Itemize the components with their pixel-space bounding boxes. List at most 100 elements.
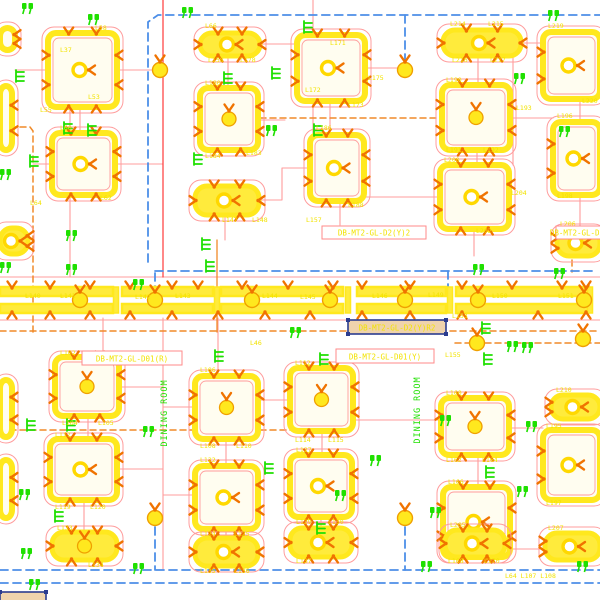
wall-fixture-icon	[66, 230, 77, 242]
circuit-arrow-icon	[303, 361, 315, 371]
lamp-ring-icon	[309, 477, 327, 495]
lamp-ring-icon	[560, 57, 577, 74]
lamp-label: L183	[246, 149, 262, 157]
wall-fixture-icon	[577, 561, 588, 573]
selection-grip	[346, 318, 350, 322]
downlight-icon	[468, 327, 486, 352]
table-outline	[193, 81, 265, 157]
circuit-tag[interactable]	[0, 590, 48, 600]
circuit-arrow-icon	[538, 546, 548, 558]
circuit-arrow-icon	[234, 179, 246, 189]
circuit-arrow-icon	[193, 38, 203, 51]
circuit-arrow-icon	[536, 46, 546, 58]
circuit-arrow-icon	[303, 149, 313, 161]
circuit-arrow-icon	[362, 75, 372, 87]
selection-grip	[44, 590, 48, 594]
table	[0, 453, 19, 525]
circuit-arrow-icon	[434, 432, 444, 444]
circuit-arrow-icon	[507, 502, 517, 514]
lamp-label: L216	[452, 56, 468, 64]
lamp-label: L166	[448, 478, 464, 486]
circuit-arrow-icon	[327, 514, 340, 524]
table	[434, 391, 516, 462]
wall-fixture-icon	[143, 426, 154, 438]
banquette-bar	[219, 285, 345, 298]
circuit-arrow-icon	[546, 167, 556, 179]
lamp-label: L124	[200, 530, 216, 538]
circuit-arrow-icon	[315, 383, 328, 394]
circuit-arrow-icon	[25, 240, 35, 252]
lamp-label: L164	[482, 456, 498, 464]
circuit-arrow-icon	[556, 280, 568, 290]
lamp-label: L140	[25, 292, 41, 300]
circuit-arrow-icon	[25, 230, 35, 242]
lamp-label: L102	[60, 349, 76, 357]
lamp-label: L191	[446, 146, 462, 154]
table-inner-outline	[557, 126, 596, 191]
table	[283, 448, 359, 524]
table-outline	[433, 158, 516, 236]
circuit-tag-text: DB-MT2-GL-D2(Y)R2	[359, 324, 436, 333]
switch-fixture-icon	[29, 154, 39, 168]
circuit-arrow-icon	[507, 124, 517, 137]
circuit-arrow-icon	[233, 436, 245, 446]
table-outline	[0, 79, 19, 157]
circuit-arrow-icon	[327, 448, 340, 458]
circuit-arrow-icon	[12, 37, 22, 50]
wall-fixture-icon	[0, 169, 11, 181]
circuit-tag[interactable]: DB-MT2-GL-D2(Y)R2	[346, 318, 448, 336]
lamp-label: L198	[557, 192, 573, 200]
circuit-arrow-icon	[304, 310, 316, 320]
table	[433, 158, 516, 236]
lamp-label: L122	[200, 456, 216, 464]
circuit-arrow-icon	[44, 280, 56, 290]
circuit-arrow-icon	[90, 104, 103, 114]
circuit-arrow-icon	[41, 79, 51, 91]
table-outline	[188, 369, 265, 446]
circuit-arrow-icon	[149, 284, 161, 294]
table	[43, 432, 124, 507]
switch-fixture-icon	[483, 352, 493, 366]
wall-fixture-icon	[440, 415, 451, 427]
lamp-ring-icon	[565, 150, 582, 167]
circuit-arrow-icon	[342, 128, 354, 138]
switch-fixture-icon	[223, 71, 233, 85]
circuit-arrow-icon	[482, 226, 494, 236]
wall-fixture-icon	[559, 126, 570, 138]
circuit-arrow-icon	[256, 194, 266, 207]
wall-fixture-icon	[0, 262, 11, 274]
circuit-arrow-icon	[480, 516, 491, 528]
circuit-arrow-icon	[544, 406, 554, 418]
circuit-arrow-icon	[579, 401, 590, 413]
circuit-arrow-icon	[9, 471, 19, 484]
circuit-arrow-icon	[303, 175, 313, 187]
lamp-label: L173	[348, 101, 364, 109]
table-outline	[536, 423, 600, 507]
circuit-arrow-icon	[349, 492, 359, 505]
circuit-arrow-icon	[486, 37, 496, 49]
switch-fixture-icon	[264, 461, 274, 475]
lamp-ring-icon	[325, 159, 343, 177]
table	[0, 221, 35, 261]
circuit-arrow-icon	[154, 54, 166, 64]
table-inner-outline	[547, 434, 596, 496]
lamp-ring-icon	[215, 192, 233, 209]
circuit-arrow-icon	[538, 535, 548, 547]
circuit-arrow-icon	[320, 198, 332, 208]
circuit-arrow-icon	[45, 540, 55, 552]
banquette-separator	[446, 286, 454, 314]
circuit-arrow-icon	[283, 536, 293, 549]
circuit-arrow-icon	[506, 204, 516, 216]
lamp-label: L151	[558, 292, 574, 300]
circuit-arrow-icon	[469, 410, 481, 421]
wall-fixture-icon	[473, 264, 484, 276]
table-outline	[290, 28, 372, 108]
lamp-label: L175	[368, 74, 384, 82]
circuit-tag-box	[555, 225, 600, 240]
circuit-arrow-icon	[193, 125, 203, 138]
wall-fixture-icon	[517, 486, 528, 498]
circuit-arrow-icon	[478, 191, 489, 203]
lamp-label: L215	[488, 20, 504, 28]
circuit-arrow-icon	[482, 391, 495, 401]
circuit-arrow-icon	[259, 310, 271, 320]
